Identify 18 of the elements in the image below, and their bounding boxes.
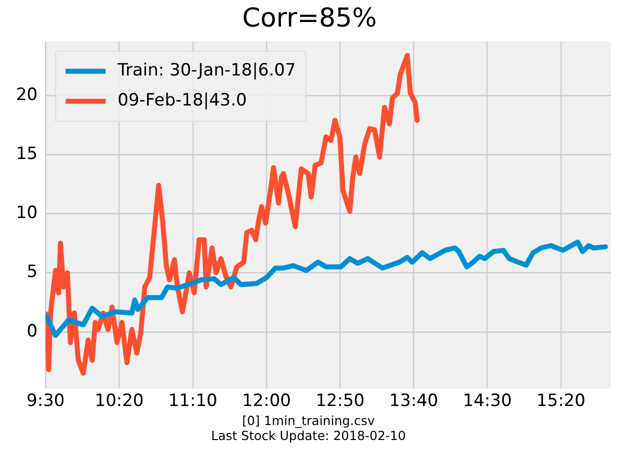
y-tick-label: 15	[16, 144, 38, 164]
x-tick-label: 14:30	[462, 391, 512, 412]
text: [0] 1min_training.csv	[241, 413, 376, 428]
text: Last Stock Update: 2018-02-10	[210, 428, 407, 443]
y-tick-label: 10	[16, 203, 38, 224]
y-tick-label: 20	[16, 84, 38, 105]
x-tick-label: 9:30	[26, 391, 65, 412]
legend-label: Train: 30-Jan-18|6.07	[116, 60, 296, 81]
y-tick-label: 5	[26, 262, 38, 282]
x-tick-label: 10:20	[94, 391, 144, 412]
x-tick-label: 11:10	[168, 391, 218, 412]
chart-title: Corr=85%	[242, 3, 377, 34]
x-tick-label: 12:50	[316, 391, 365, 412]
legend-label: 09-Feb-18|43.0	[118, 90, 247, 111]
x-tick-label: 15:20	[536, 391, 586, 412]
y-tick-label: 0	[26, 321, 38, 342]
x-tick-label: 13:40	[389, 391, 438, 412]
x-tick-label: 12:00	[242, 391, 291, 412]
